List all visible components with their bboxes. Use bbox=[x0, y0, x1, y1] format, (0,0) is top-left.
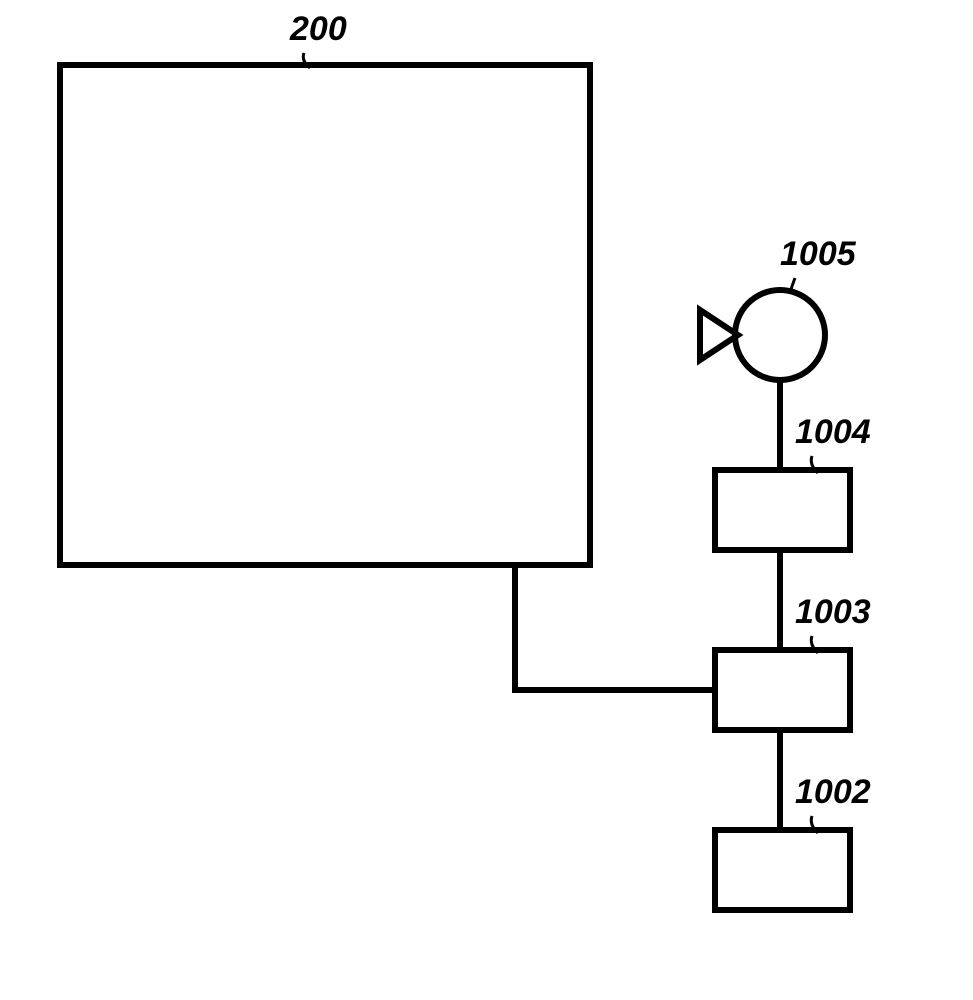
node-block_1004 bbox=[715, 470, 850, 550]
label-block_1003: 1003 bbox=[795, 593, 871, 632]
edge bbox=[515, 565, 715, 690]
node-block_1003 bbox=[715, 650, 850, 730]
label-camera: 1005 bbox=[780, 235, 856, 274]
label-main_block: 200 bbox=[290, 10, 347, 49]
label-block_1002: 1002 bbox=[795, 773, 871, 812]
label-block_1004: 1004 bbox=[795, 413, 871, 452]
block-diagram bbox=[0, 0, 973, 1000]
camera-body bbox=[735, 290, 825, 380]
node-main_block bbox=[60, 65, 590, 565]
node-block_1002 bbox=[715, 830, 850, 910]
